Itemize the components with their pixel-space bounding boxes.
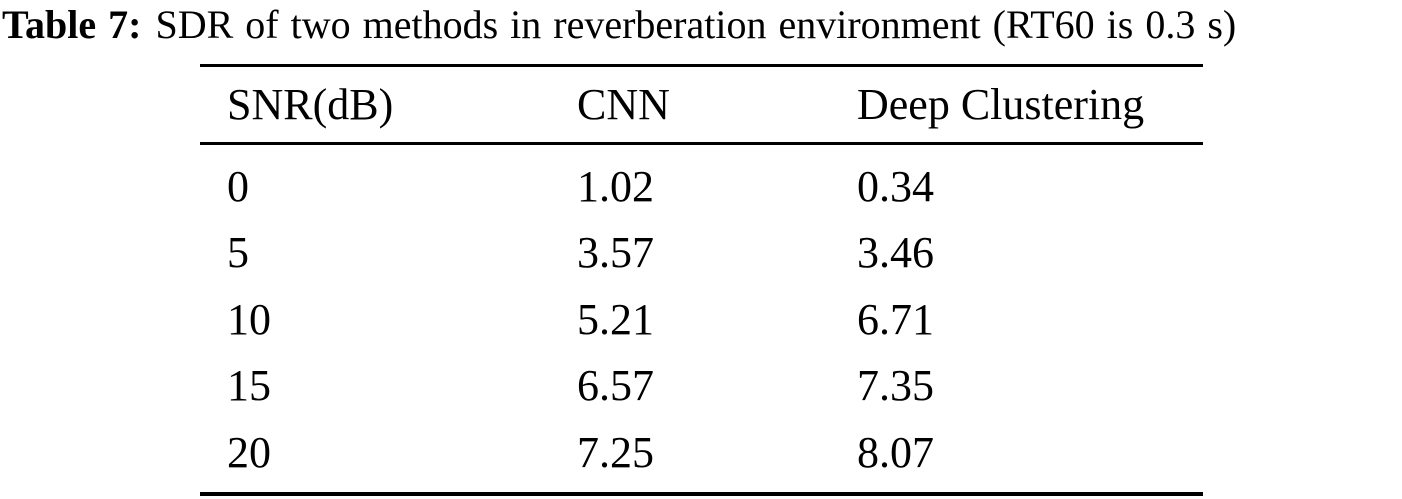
table-caption-text: SDR of two methods in reverberation envi… bbox=[155, 2, 1237, 47]
cell-deep-clustering: 7.35 bbox=[857, 361, 934, 411]
cell-cnn: 5.21 bbox=[577, 294, 654, 344]
cell-deep-clustering: 6.71 bbox=[857, 294, 934, 344]
cell-snr: 5 bbox=[227, 228, 249, 278]
table-row: 15 6.57 7.35 bbox=[227, 353, 1203, 420]
column-header-cnn: CNN bbox=[577, 80, 670, 129]
table-top-rule bbox=[200, 64, 1203, 67]
table-caption: Table 7: SDR of two methods in reverberat… bbox=[2, 3, 1402, 47]
cell-cnn: 3.57 bbox=[577, 228, 654, 278]
cell-cnn: 6.57 bbox=[577, 361, 654, 411]
table-caption-label: Table 7: bbox=[2, 2, 142, 47]
column-header-snr: SNR(dB) bbox=[227, 80, 394, 129]
cell-deep-clustering: 0.34 bbox=[857, 161, 934, 211]
table-bottom-rule bbox=[200, 492, 1203, 496]
cell-cnn: 7.25 bbox=[577, 427, 654, 477]
cell-deep-clustering: 8.07 bbox=[857, 427, 934, 477]
cell-snr: 0 bbox=[227, 161, 249, 211]
table-body: 0 1.02 0.34 5 3.57 3.46 10 5.21 6.71 15 … bbox=[200, 145, 1203, 486]
cell-deep-clustering: 3.46 bbox=[857, 228, 934, 278]
table-header-rule bbox=[200, 142, 1203, 145]
column-header-deep-clustering: Deep Clustering bbox=[857, 80, 1145, 129]
table-row: 5 3.57 3.46 bbox=[227, 220, 1203, 287]
table-row: 10 5.21 6.71 bbox=[227, 286, 1203, 353]
table-row: 20 7.25 8.07 bbox=[227, 419, 1203, 486]
table-row: 0 1.02 0.34 bbox=[227, 153, 1203, 220]
cell-snr: 10 bbox=[227, 294, 271, 344]
cell-cnn: 1.02 bbox=[577, 161, 654, 211]
cell-snr: 15 bbox=[227, 361, 271, 411]
cell-snr: 20 bbox=[227, 427, 271, 477]
table-header-row: SNR(dB) CNN Deep Clustering bbox=[200, 67, 1203, 142]
